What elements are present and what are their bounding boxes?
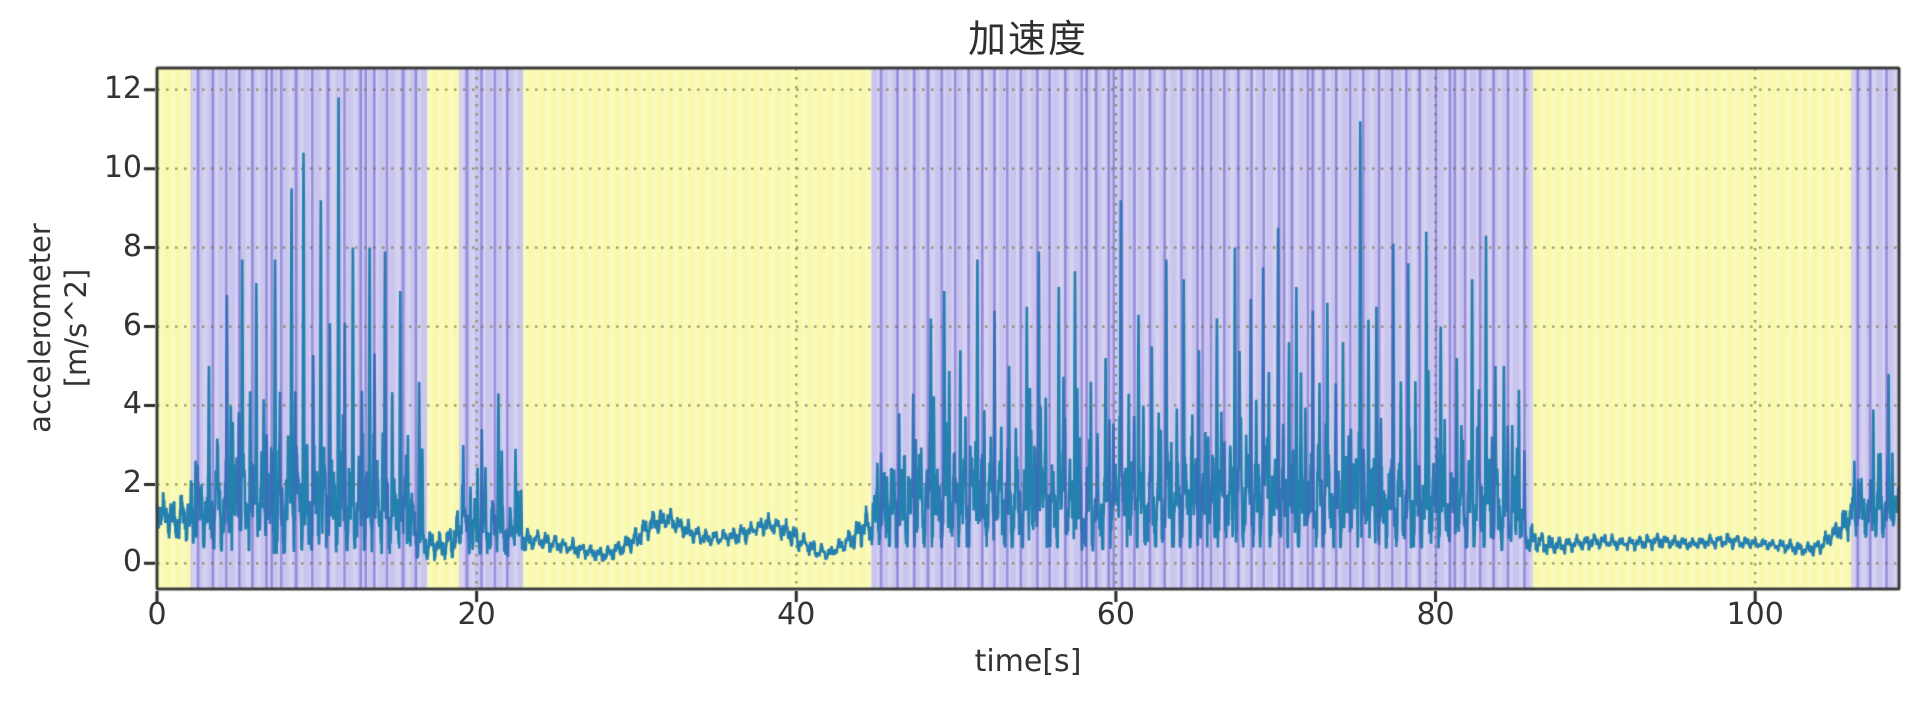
- y-tick-label-12: 12: [103, 70, 142, 106]
- x-tick-label-20: 20: [457, 597, 496, 632]
- y-tick-label-6: 6: [122, 307, 142, 343]
- x-tick-label-0: 0: [147, 597, 167, 632]
- x-tick-label-100: 100: [1726, 597, 1784, 632]
- y-tick-label-0: 0: [122, 544, 142, 580]
- x-axis-label: time[s]: [974, 644, 1082, 679]
- y-tick-label-4: 4: [122, 386, 142, 422]
- x-tick-label-80: 80: [1416, 597, 1455, 632]
- y-tick-label-8: 8: [122, 228, 142, 264]
- y-tick-label-10: 10: [103, 149, 142, 185]
- chart-title: 加速度: [967, 17, 1088, 61]
- y-tick-label-2: 2: [122, 465, 142, 501]
- x-tick-label-60: 60: [1096, 597, 1135, 632]
- x-tick-label-40: 40: [777, 597, 816, 632]
